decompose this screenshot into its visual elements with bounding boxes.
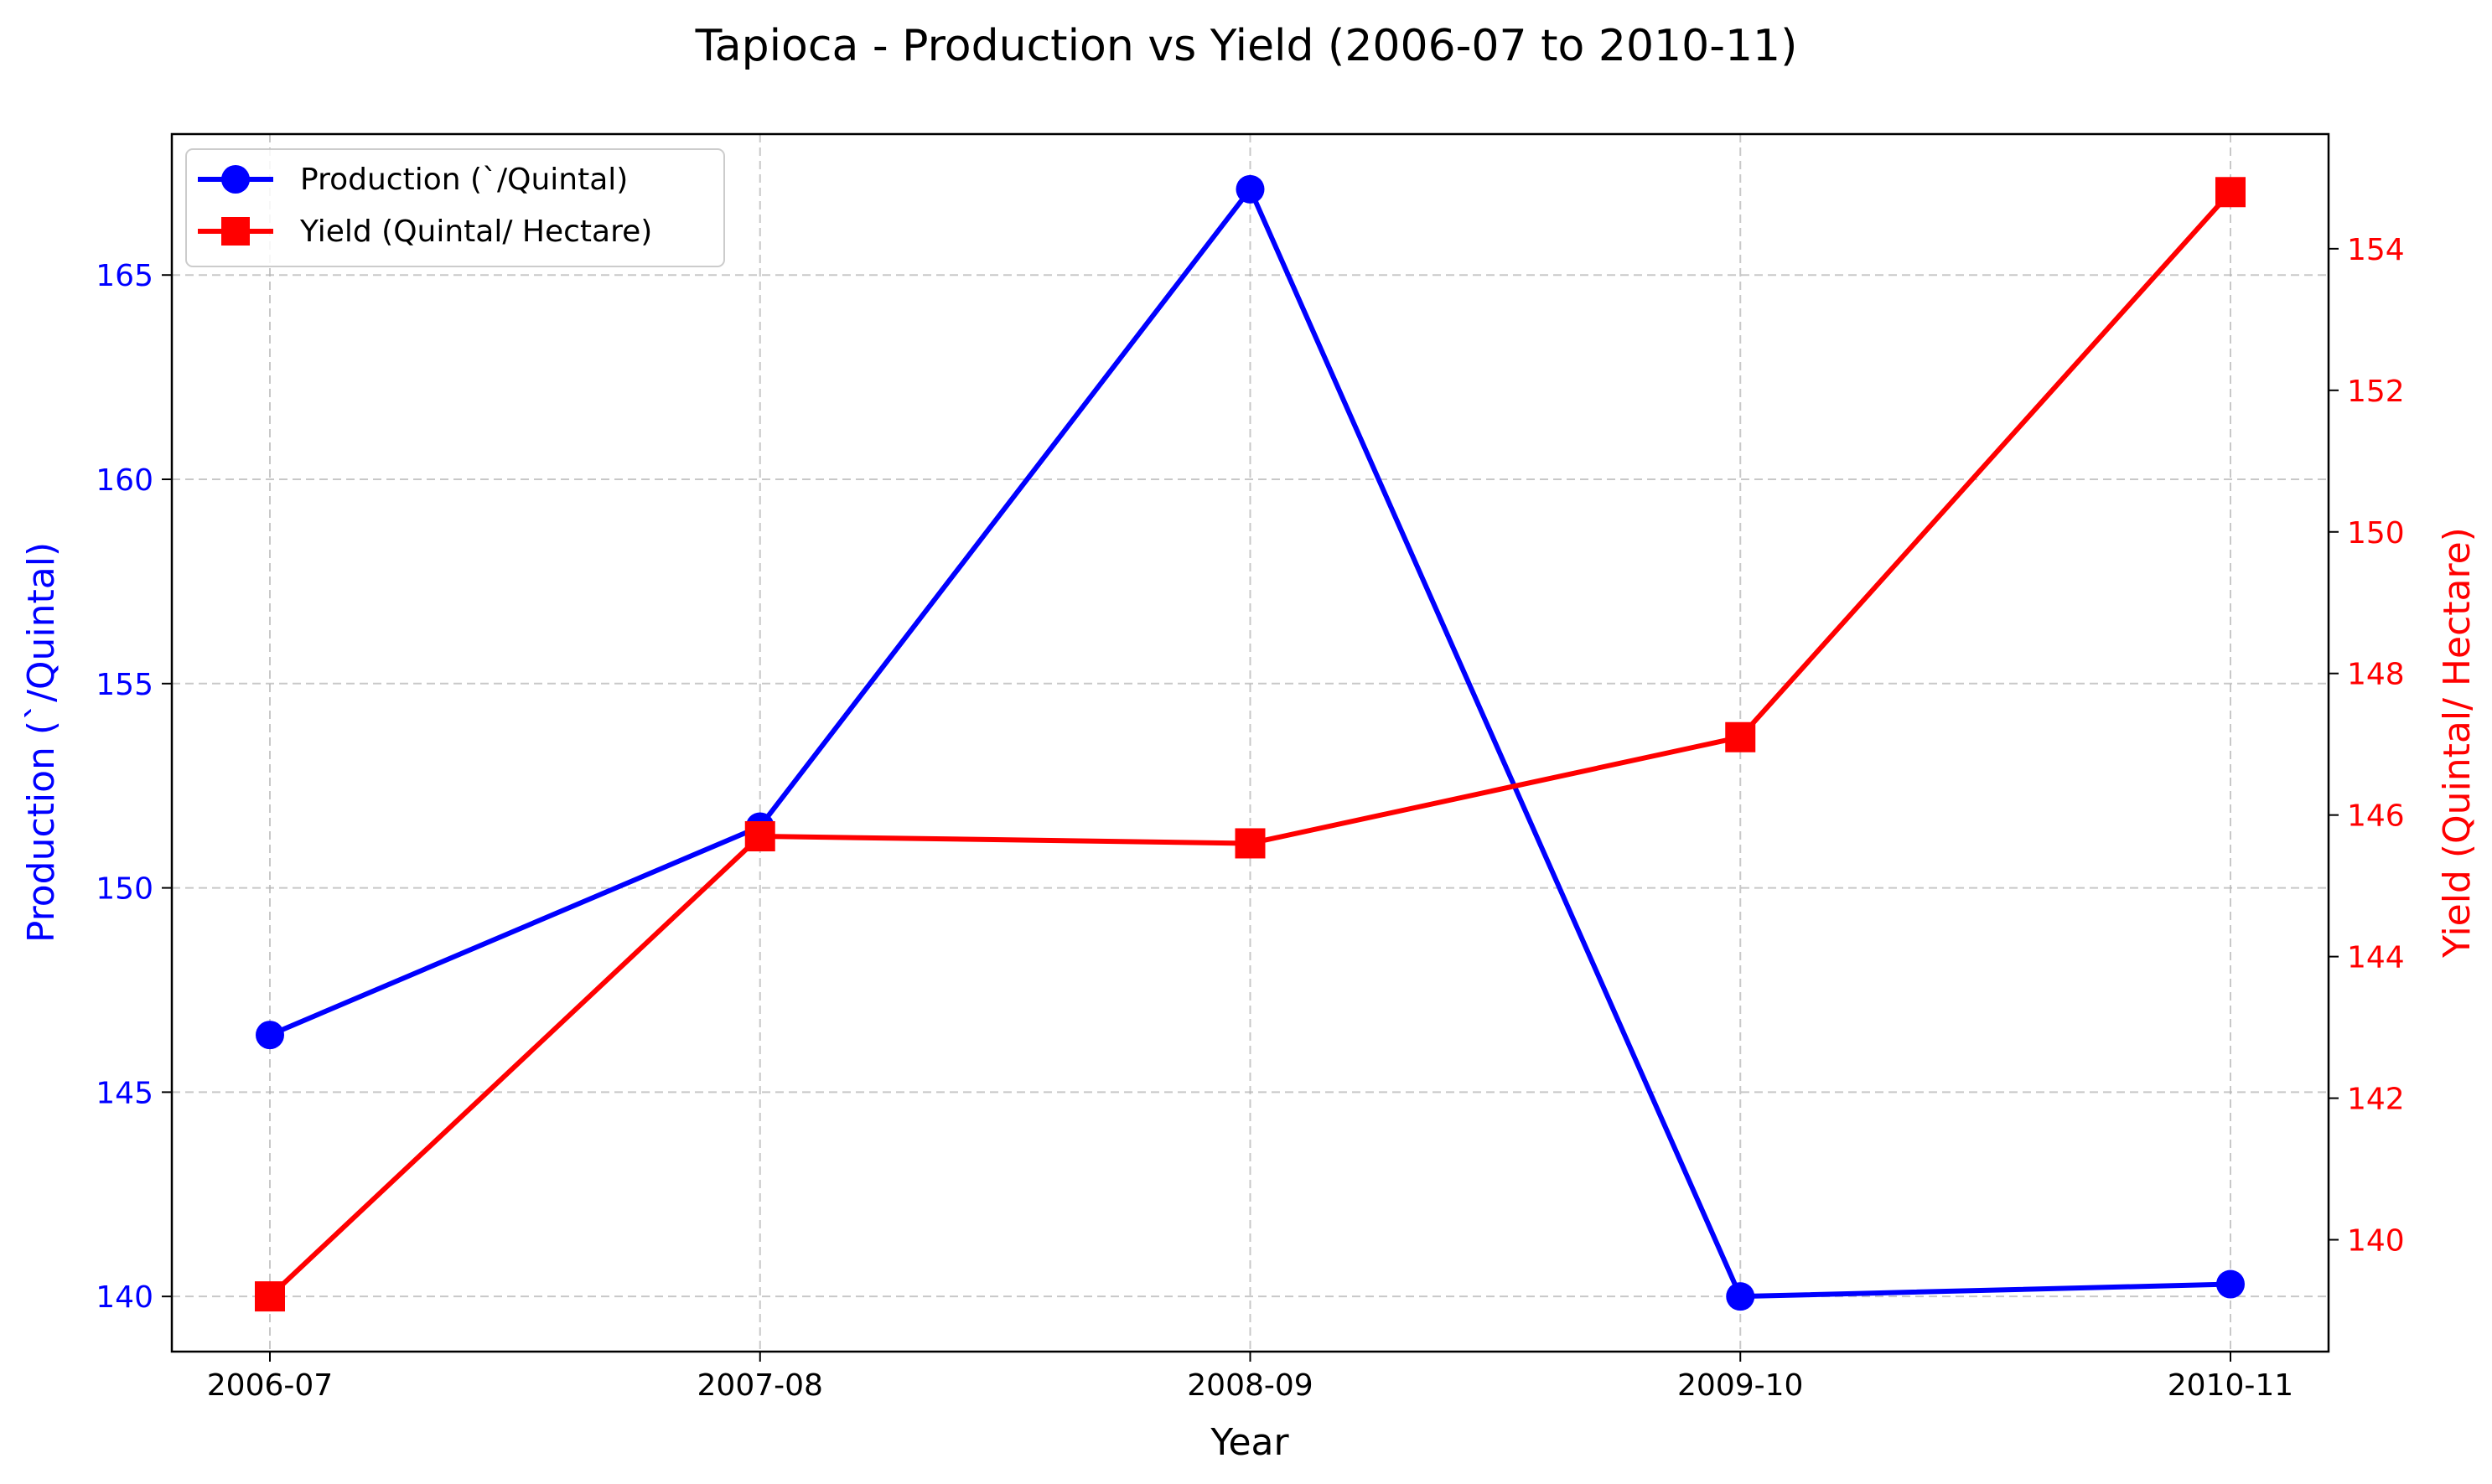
legend-box [185, 148, 725, 267]
legend-marker-yield [221, 217, 250, 246]
plot-frame [170, 132, 2330, 1353]
y-right-tick-label: 154 [2347, 233, 2405, 267]
x-tick-label: 2006-07 [207, 1368, 333, 1403]
legend-label-yield: Yield (Quintal/ Hectare) [299, 215, 652, 249]
x-tick-label: 2009-10 [1677, 1368, 1803, 1403]
data-point [255, 1281, 285, 1312]
y-left-tick-label: 165 [96, 259, 153, 293]
y-left-tick-label: 140 [96, 1280, 153, 1315]
data-point [1235, 828, 1266, 859]
y-left-tick-label: 160 [96, 463, 153, 498]
y-right-tick-label: 152 [2347, 375, 2405, 409]
legend-marker-production [221, 165, 250, 194]
series-yield [255, 177, 2246, 1312]
y-axis-right: 140 142 144 146 148 150 152 154 [2329, 233, 2405, 1259]
x-axis-label: Year [1210, 1421, 1289, 1464]
y-axis-right-label: Yield (Quintal/ Hectare) [2436, 527, 2479, 959]
y-left-tick-label: 145 [96, 1076, 153, 1110]
data-point [1726, 1282, 1755, 1311]
y-right-tick-label: 146 [2347, 799, 2405, 834]
y-axis-left-label: Production (`/Quintal) [20, 542, 63, 943]
y-right-tick-label: 140 [2347, 1224, 2405, 1259]
data-point [1725, 721, 1756, 752]
y-left-tick-label: 155 [96, 668, 153, 702]
y-left-tick-label: 150 [96, 872, 153, 907]
y-right-tick-label: 148 [2347, 658, 2405, 692]
chart-title: Tapioca - Production vs Yield (2006-07 t… [695, 21, 1798, 71]
legend: Production (`/Quintal) Yield (Quintal/ H… [185, 148, 725, 267]
legend-item-production: Production (`/Quintal) [198, 163, 628, 197]
x-tick-label: 2010-11 [2168, 1368, 2293, 1403]
y-right-tick-label: 142 [2347, 1083, 2405, 1117]
y-axis-left: 140 145 150 155 160 165 [96, 259, 172, 1315]
legend-item-yield: Yield (Quintal/ Hectare) [198, 215, 652, 249]
x-axis: 2006-07 2007-08 2008-09 2009-10 2010-11 [207, 1352, 2293, 1403]
chart-title-group: Tapioca - Production vs Yield (2006-07 t… [695, 21, 1798, 71]
series [255, 174, 2246, 1312]
y-right-tick-label: 144 [2347, 941, 2405, 975]
data-point [256, 1021, 284, 1050]
data-point [744, 821, 775, 852]
grid [172, 134, 2329, 1352]
y-right-tick-label: 150 [2347, 516, 2405, 551]
data-point [2215, 177, 2246, 208]
x-tick-label: 2007-08 [697, 1368, 823, 1403]
data-point [2216, 1269, 2245, 1299]
x-tick-label: 2008-09 [1187, 1368, 1313, 1403]
legend-label-production: Production (`/Quintal) [300, 163, 628, 197]
data-point [1236, 174, 1265, 204]
